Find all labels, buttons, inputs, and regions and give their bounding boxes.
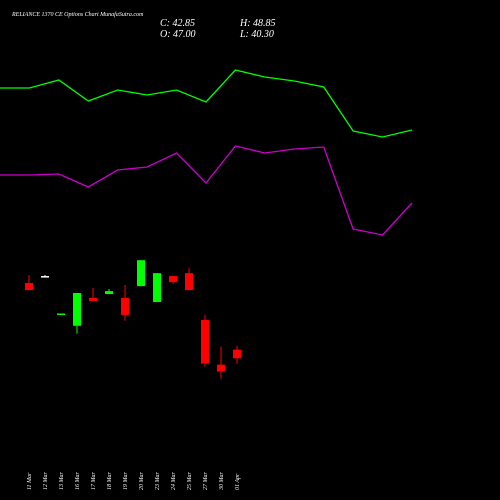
x-tick-label: 01 Apr <box>235 473 241 490</box>
candle-body <box>73 292 81 326</box>
x-tick-label: 11 Mar <box>27 472 33 490</box>
x-tick-label: 30 Mar <box>219 472 225 491</box>
x-tick-label: 19 Mar <box>123 472 129 490</box>
candle-body <box>25 282 33 291</box>
x-tick-label: 17 Mar <box>91 472 97 490</box>
ohlc-low: L: 40.30 <box>239 29 274 40</box>
candle-body <box>89 298 97 301</box>
x-tick-label: 20 Mar <box>139 472 145 490</box>
candle-body <box>57 313 65 315</box>
candle-body <box>217 364 225 372</box>
x-tick-label: 25 Mar <box>187 472 193 490</box>
x-tick-label: 24 Mar <box>170 472 177 490</box>
x-tick-label: 13 Mar <box>59 472 65 490</box>
candle-body <box>121 298 129 315</box>
indicator-line <box>0 69 413 138</box>
ohlc-close: C: 42.85 <box>160 18 195 29</box>
candle-body <box>41 276 49 278</box>
ohlc-open: O: 47.00 <box>160 29 196 40</box>
candle-body <box>105 291 113 295</box>
candle-body <box>153 273 161 302</box>
ohlc-high: H: 48.85 <box>239 18 276 29</box>
candle-body <box>185 273 193 291</box>
x-tick-label: 18 Mar <box>107 472 113 490</box>
candle-body <box>201 319 209 364</box>
candle-body <box>169 276 177 283</box>
candle-body <box>137 260 145 287</box>
x-tick-label: 27 Mar <box>203 472 209 490</box>
x-tick-label: 23 Mar <box>155 472 161 490</box>
candle-body <box>233 349 241 359</box>
x-tick-label: 16 Mar <box>75 472 81 490</box>
chart-title: RELIANCE 1370 CE Options Chart MunafaSut… <box>11 11 144 18</box>
x-tick-label: 12 Mar <box>43 472 49 490</box>
indicator-line <box>0 145 413 236</box>
